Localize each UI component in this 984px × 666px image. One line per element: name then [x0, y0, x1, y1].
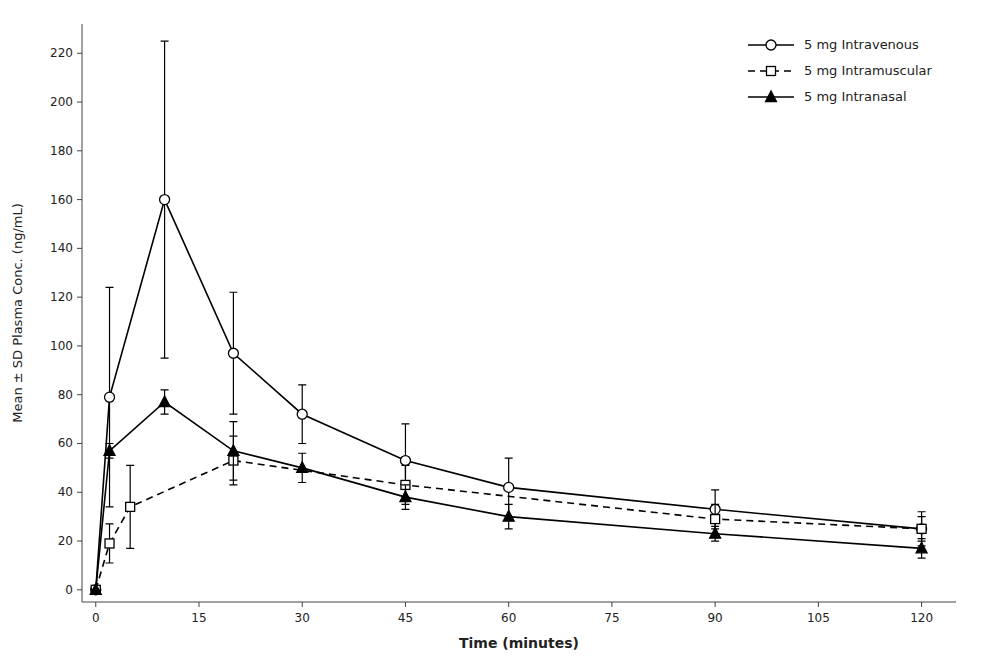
- error-bar: [126, 465, 134, 548]
- series: [90, 390, 927, 594]
- error-bar: [918, 517, 926, 541]
- data-point: [159, 396, 170, 407]
- y-tick: [77, 394, 82, 395]
- x-axis-label: Time (minutes): [459, 635, 579, 651]
- x-tick: [921, 602, 922, 607]
- data-point: [297, 409, 307, 419]
- x-tick: [818, 602, 819, 607]
- axes: 0 15 30 45 60 75 90 105 120 0 20 40 60 80 100 120 140 160…: [50, 24, 956, 625]
- series: [91, 41, 927, 595]
- x-tick-label: 0: [92, 611, 100, 625]
- x-tick: [611, 602, 612, 607]
- legend-label: 5 mg Intramuscular: [804, 63, 933, 78]
- x-tick-label: 45: [398, 611, 413, 625]
- data-point: [917, 524, 926, 533]
- data-point: [228, 348, 238, 358]
- legend-marker: [766, 40, 776, 50]
- chart-container: 0 15 30 45 60 75 90 105 120 0 20 40 60 80 100 120 140 160…: [0, 0, 984, 666]
- legend-label: 5 mg Intranasal: [804, 89, 907, 104]
- y-tick: [77, 297, 82, 298]
- data-point: [105, 539, 114, 548]
- series-line: [96, 402, 922, 590]
- legend: 5 mg Intravenous 5 mg Intramuscular 5 mg I…: [748, 37, 933, 104]
- y-tick: [77, 53, 82, 54]
- y-tick-label: 120: [50, 290, 73, 304]
- data-point: [711, 515, 720, 524]
- x-tick-label: 60: [501, 611, 516, 625]
- data-point: [710, 528, 721, 539]
- y-tick: [77, 589, 82, 590]
- error-bar: [161, 41, 169, 358]
- y-axis-line: [82, 24, 83, 602]
- y-tick-label: 0: [65, 583, 73, 597]
- y-tick-label: 220: [50, 46, 73, 60]
- chart-svg: 0 15 30 45 60 75 90 105 120 0 20 40 60 80 100 120 140 160…: [0, 0, 984, 666]
- x-axis-line: [82, 602, 956, 603]
- data-point: [228, 445, 239, 456]
- y-tick-label: 20: [58, 534, 73, 548]
- data-point: [916, 542, 927, 553]
- data-point: [105, 392, 115, 402]
- y-tick: [77, 150, 82, 151]
- data-point: [297, 462, 308, 473]
- y-axis-label: Mean ± SD Plasma Conc. (ng/mL): [10, 203, 25, 423]
- x-tick: [508, 602, 509, 607]
- y-tick-label: 100: [50, 339, 73, 353]
- data-point: [91, 585, 101, 595]
- x-tick: [302, 602, 303, 607]
- plot-data: [90, 41, 927, 595]
- y-tick-label: 60: [58, 436, 73, 450]
- x-tick: [95, 602, 96, 607]
- data-point: [917, 524, 927, 534]
- error-bar: [106, 524, 114, 563]
- data-point: [504, 482, 514, 492]
- data-point: [400, 491, 411, 502]
- y-tick-label: 200: [50, 95, 73, 109]
- data-point: [400, 456, 410, 466]
- y-tick-label: 160: [50, 193, 73, 207]
- legend-marker: [766, 91, 777, 102]
- x-tick: [405, 602, 406, 607]
- legend-label: 5 mg Intravenous: [804, 37, 919, 52]
- y-tick: [77, 345, 82, 346]
- y-tick-label: 180: [50, 144, 73, 158]
- error-bar: [298, 385, 306, 444]
- x-tick-label: 15: [191, 611, 206, 625]
- x-tick: [715, 602, 716, 607]
- data-point: [160, 195, 170, 205]
- legend-marker: [767, 67, 776, 76]
- x-tick-label: 75: [604, 611, 619, 625]
- y-tick: [77, 199, 82, 200]
- data-point: [104, 445, 115, 456]
- y-tick: [77, 492, 82, 493]
- data-point: [90, 584, 101, 595]
- y-tick: [77, 443, 82, 444]
- x-tick-label: 30: [295, 611, 310, 625]
- y-tick: [77, 248, 82, 249]
- x-tick-label: 120: [910, 611, 933, 625]
- series-line: [96, 200, 922, 590]
- y-tick-label: 80: [58, 388, 73, 402]
- series: [91, 436, 926, 594]
- y-tick-label: 40: [58, 485, 73, 499]
- y-tick-label: 140: [50, 241, 73, 255]
- x-tick: [198, 602, 199, 607]
- y-tick: [77, 102, 82, 103]
- data-point: [126, 502, 135, 511]
- x-tick-label: 90: [707, 611, 722, 625]
- series-line: [96, 461, 922, 590]
- y-tick: [77, 541, 82, 542]
- error-bar: [229, 292, 237, 414]
- x-tick-label: 105: [807, 611, 830, 625]
- data-point: [503, 511, 514, 522]
